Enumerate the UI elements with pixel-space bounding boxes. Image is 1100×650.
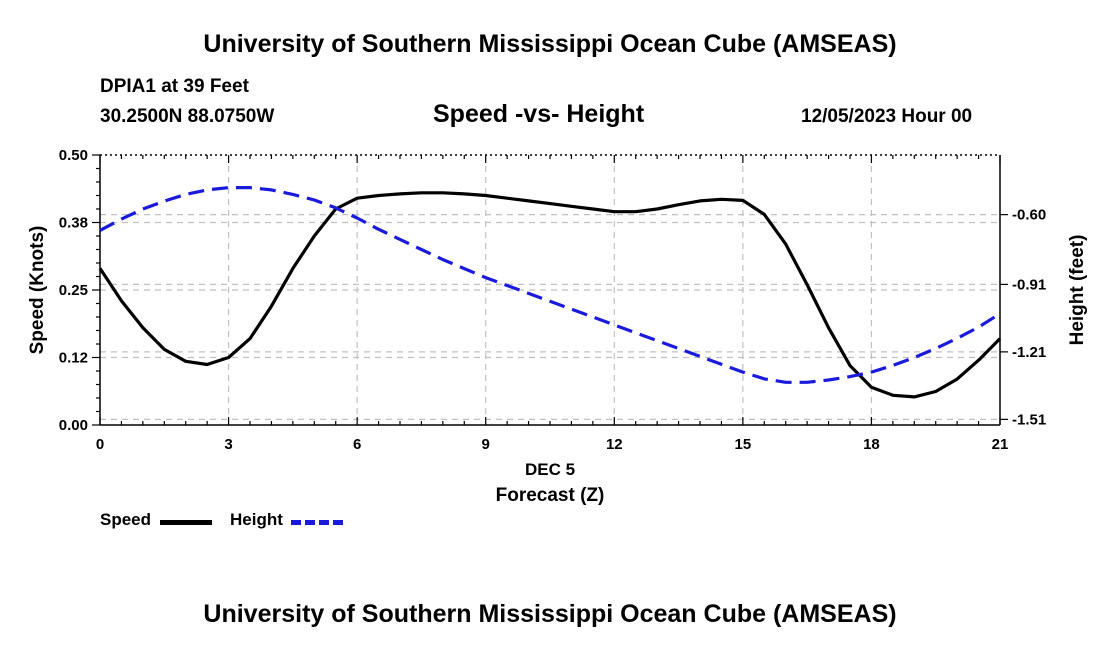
y-right-tick-label: -0.91 <box>1012 276 1046 293</box>
x-axis-label: Forecast (Z) <box>496 485 605 506</box>
legend-height-label: Height <box>230 510 283 529</box>
footer-title: University of Southern Mississippi Ocean… <box>203 600 897 628</box>
x-axis-date-label: DEC 5 <box>525 460 575 479</box>
y-right-tick-label: -1.21 <box>1012 344 1046 361</box>
datetime-label: 12/05/2023 Hour 00 <box>801 106 973 127</box>
y-right-axis-label: Height (feet) <box>1067 235 1088 346</box>
chart-title: Speed -vs- Height <box>433 100 645 128</box>
x-tick-label: 3 <box>224 436 232 453</box>
page-title: University of Southern Mississippi Ocean… <box>203 30 897 58</box>
x-tick-label: 9 <box>482 436 490 453</box>
x-tick-label: 21 <box>992 436 1009 453</box>
y-right-tick-label: -0.60 <box>1012 207 1046 224</box>
y-axis-label: Speed (Knots) <box>27 226 48 355</box>
y-right-tick-label: -1.51 <box>1012 411 1046 428</box>
y-tick-label: 0.25 <box>59 282 88 299</box>
y-tick-label: 0.38 <box>59 215 88 232</box>
x-tick-label: 0 <box>96 436 104 453</box>
legend-height-swatch <box>291 520 343 525</box>
x-tick-label: 12 <box>606 436 623 453</box>
x-tick-label: 6 <box>353 436 361 453</box>
speed-series-line <box>98 191 1002 399</box>
x-tick-label: 18 <box>863 436 880 453</box>
legend-speed-swatch <box>160 520 212 525</box>
y-tick-label: 0.00 <box>59 417 88 434</box>
coordinates-label: 30.2500N 88.0750W <box>100 106 275 127</box>
legend-speed-label: Speed <box>100 510 152 529</box>
y-tick-label: 0.12 <box>59 350 88 367</box>
y-tick-label: 0.50 <box>59 147 88 164</box>
station-label: DPIA1 at 39 Feet <box>100 76 249 97</box>
height-series-line <box>99 186 1001 384</box>
x-tick-label: 15 <box>735 436 752 453</box>
